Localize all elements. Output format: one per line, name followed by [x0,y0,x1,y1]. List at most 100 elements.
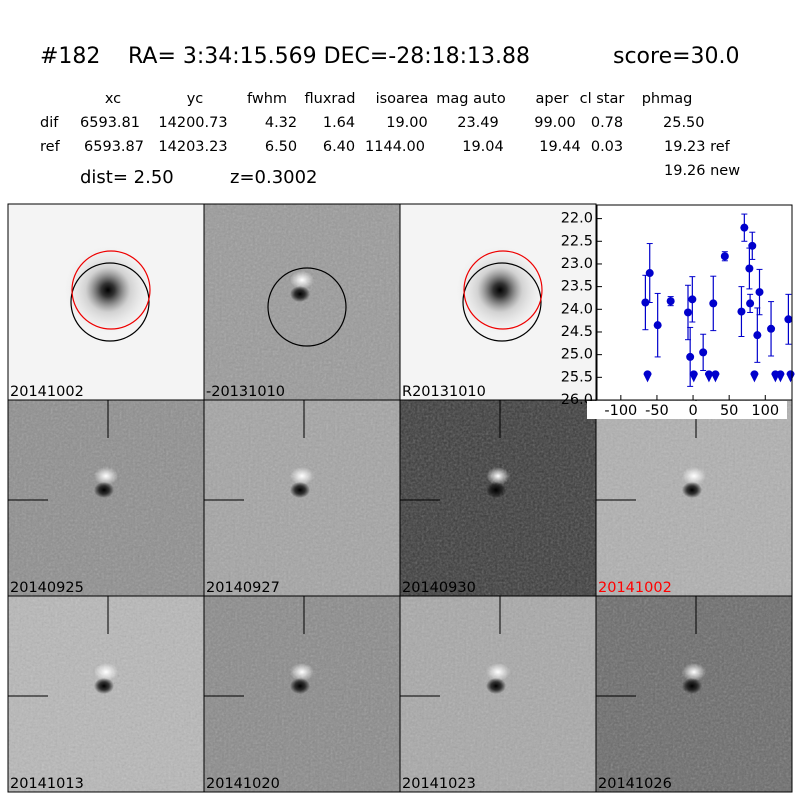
row-label: ref [40,139,61,155]
cell: 19.04 [462,139,504,155]
detection-point [755,288,764,297]
upper-limit [704,370,713,383]
upper-limit [711,370,720,383]
detection-point [653,321,662,330]
detection-point [666,297,675,306]
stamp: R20131010 [399,203,597,401]
y-tick-label: 26.0 [561,392,593,408]
cell: 25.50 [663,115,705,131]
source-halo [63,245,153,335]
upper-limit [689,370,698,383]
column-header: xc [105,91,121,107]
candidate-id: #182 [40,44,100,69]
column-header: yc [187,91,204,107]
x-tick-label: 0 [688,403,697,419]
cell: 19.00 [386,115,428,131]
cell: 19.23 ref [664,139,731,155]
stamp: 20141023 [399,595,597,793]
y-tick-label: 24.0 [561,301,593,317]
stamp-label: 20141023 [402,776,476,792]
stamp-label: 20140925 [10,580,84,596]
source-dark [290,678,310,694]
detection-point [784,315,793,324]
cell: 6593.87 [84,139,144,155]
aperture-red [71,250,151,330]
source-bright [486,467,510,485]
cell: 6.50 [265,139,297,155]
column-header: fwhm [247,91,287,107]
aperture-black [462,262,542,342]
stamp-noise [400,400,596,596]
x-tick-label: 50 [720,403,738,419]
upper-limit [643,370,652,383]
stamp-label: R20131010 [402,384,486,400]
detection-point [748,241,757,250]
dist: dist= 2.50 [80,167,174,188]
coordinates: RA= 3:34:15.569 DEC=-28:18:13.88 [128,44,530,69]
y-tick-label: 22.5 [561,233,593,249]
stamp-noise [204,400,400,596]
source-halo [455,245,545,335]
source-dark [682,482,702,498]
stamp-label: 20140930 [402,580,476,596]
stamp-noise [8,400,204,596]
detection-point [753,331,762,340]
aperture-black [267,267,347,347]
redshift: z=0.3002 [230,167,318,188]
row-label: dif [40,115,59,131]
cell: 4.32 [265,115,297,131]
stamp-noise [596,596,792,792]
source-bright [682,467,706,485]
cell: 1144.00 [365,139,425,155]
source-dark [94,678,114,694]
stamp: 20141013 [7,595,205,793]
cell: 0.03 [591,139,623,155]
y-tick-label: 22.0 [561,211,593,227]
source-bright [290,467,314,485]
source-dark [94,482,114,498]
source-bright [290,271,314,289]
source-bright [290,663,314,681]
source-bright [94,467,118,485]
detection-point [645,269,654,278]
stamp-label: 20141002 [10,384,84,400]
aperture-red [463,250,543,330]
upper-limit [776,370,785,383]
detection-point [684,308,692,317]
upper-limit [786,370,795,383]
y-tick-label: 25.0 [561,347,593,363]
stamp-label: 20141026 [598,776,672,792]
stamp-label: 20141002 [598,580,672,596]
score: score=30.0 [613,44,740,69]
cell: 6593.81 [80,115,140,131]
source-dark [290,286,310,302]
x-tick-label: -50 [645,403,669,419]
stamp-noise [400,596,596,792]
stamp: 20141002 [595,399,793,597]
stamp: 20141026 [595,595,793,793]
stamp: 20141020 [203,595,401,793]
detection-point [745,264,754,273]
aperture-black [70,262,150,342]
source-dark [290,482,310,498]
stamp: -20131010 [203,203,401,401]
x-label-bg [587,401,787,419]
column-header: phmag [642,91,693,107]
stamp-label: 20141020 [206,776,280,792]
column-header: mag auto [436,91,506,107]
y-tick-label: 23.0 [561,256,593,272]
stamp: 20140930 [399,399,597,597]
cell: 99.00 [534,115,576,131]
source-bright [682,663,706,681]
x-tick-label: -100 [604,403,637,419]
stamp-noise [8,596,204,792]
y-tick-label: 24.5 [561,324,593,340]
upper-limit [750,370,759,383]
cell: 1.64 [323,115,355,131]
plot-frame [596,204,793,401]
detection-point [641,298,650,307]
stamp-frame [595,595,793,793]
source-dark [682,678,702,694]
